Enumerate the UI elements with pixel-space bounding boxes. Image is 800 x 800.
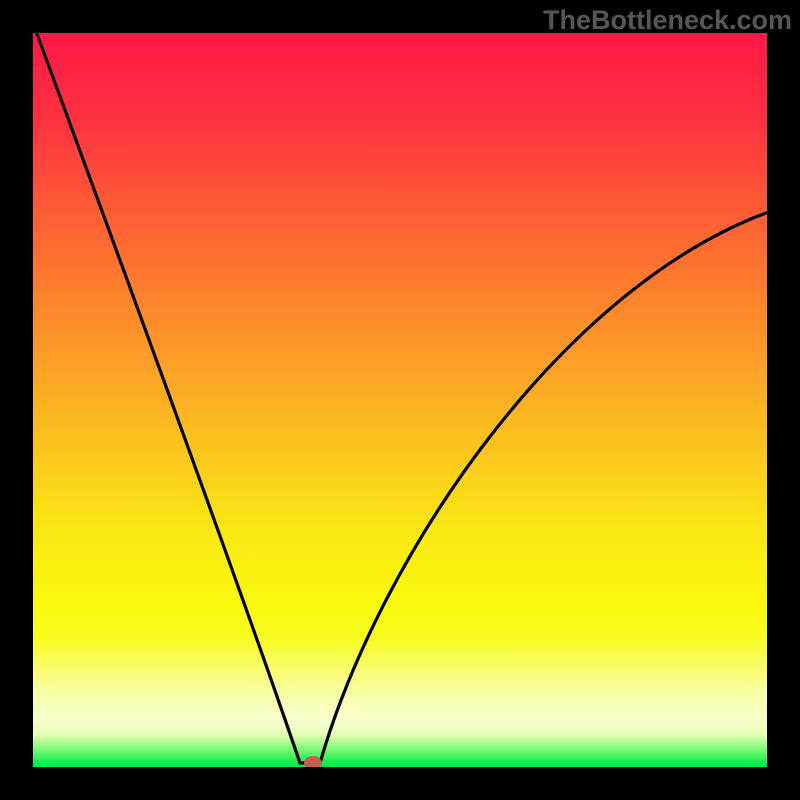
axis-border-bottom — [0, 767, 800, 800]
watermark-text: TheBottleneck.com — [543, 5, 792, 36]
axis-border-left — [0, 0, 33, 800]
chart-canvas: TheBottleneck.com — [0, 0, 800, 800]
bottleneck-curve — [0, 0, 800, 800]
curve-path — [33, 23, 766, 763]
axis-border-right — [767, 0, 800, 800]
